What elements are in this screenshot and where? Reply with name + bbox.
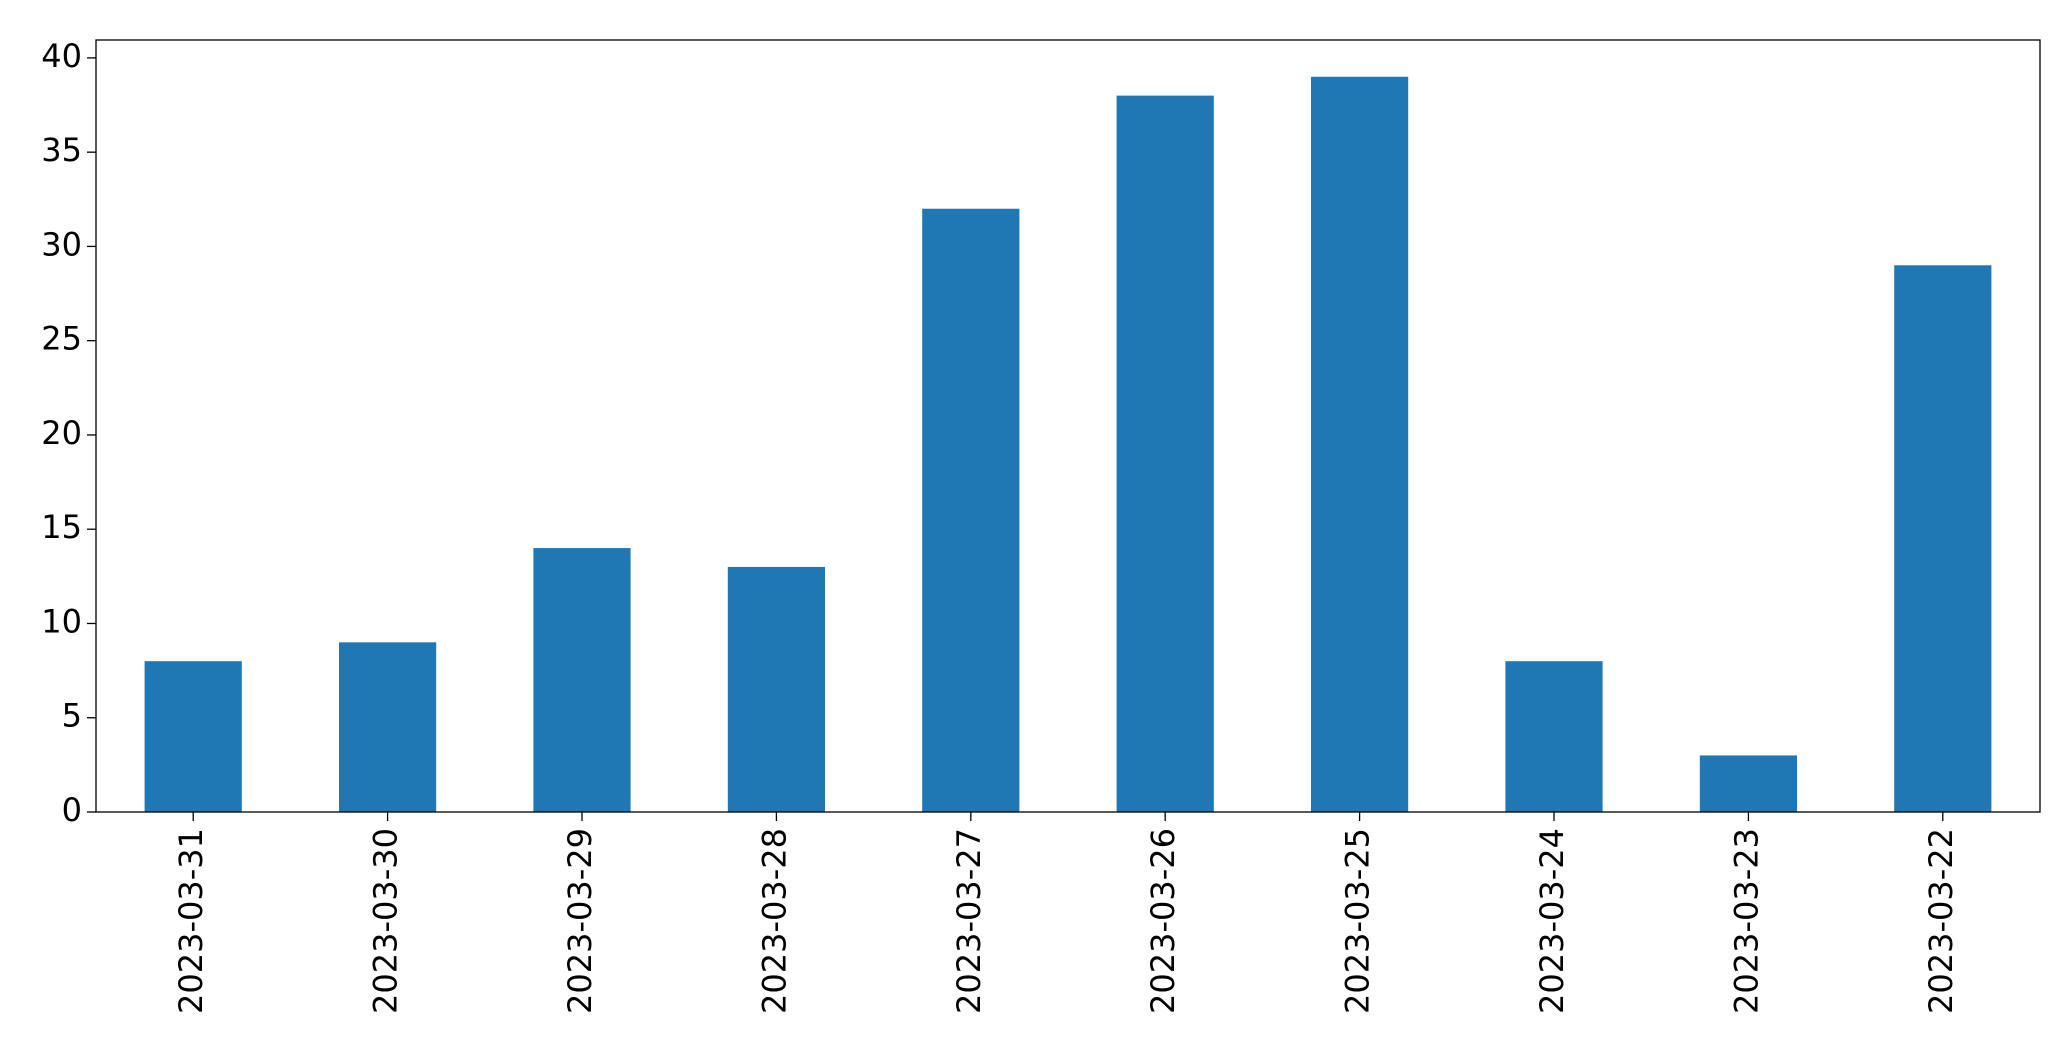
y-tick-label: 25	[41, 320, 82, 358]
bar	[727, 566, 825, 812]
bar	[339, 642, 437, 812]
y-tick-label: 40	[41, 37, 82, 75]
x-tick-label: 2023-03-24	[1533, 828, 1571, 1014]
x-tick-label: 2023-03-31	[172, 828, 210, 1014]
y-tick-label: 10	[41, 602, 82, 640]
x-tick-label: 2023-03-22	[1922, 828, 1960, 1014]
x-tick-label: 2023-03-23	[1727, 828, 1765, 1014]
y-tick-label: 20	[41, 414, 82, 452]
y-tick-label: 5	[62, 697, 82, 735]
bar	[922, 208, 1020, 812]
bar	[1894, 265, 1992, 812]
x-tick-label: 2023-03-29	[561, 828, 599, 1014]
x-tick-label: 2023-03-28	[755, 828, 793, 1014]
x-tick-label: 2023-03-30	[367, 828, 405, 1014]
bar	[1311, 76, 1409, 812]
x-tick-label: 2023-03-26	[1144, 828, 1182, 1014]
y-tick-label: 30	[41, 225, 82, 263]
y-tick-label: 35	[41, 131, 82, 169]
x-tick-label: 2023-03-25	[1339, 828, 1377, 1014]
bar	[533, 548, 631, 812]
y-tick-label: 0	[62, 791, 82, 829]
plot-frame	[95, 39, 2041, 813]
y-tick-label: 15	[41, 508, 82, 546]
bar	[1505, 661, 1603, 812]
bar	[1116, 95, 1214, 813]
x-tick-label: 2023-03-27	[950, 828, 988, 1014]
bar	[144, 661, 242, 812]
bar	[1699, 755, 1797, 812]
